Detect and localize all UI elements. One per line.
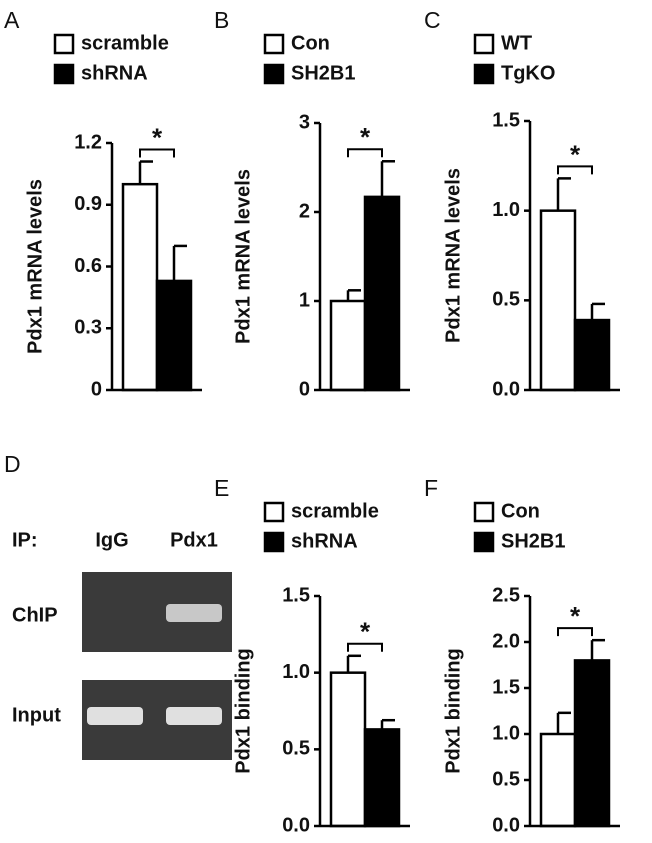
chart-panel: * 0 1 2 3 Pdx1 mRNA levels B Con SH2B1	[214, 7, 410, 400]
lane-label: Pdx1	[170, 529, 218, 551]
legend-swatch	[263, 33, 285, 55]
y-tick-label: 0	[299, 378, 310, 400]
y-tick-label: 1.5	[492, 109, 520, 131]
bar	[329, 299, 367, 392]
legend-label: Con	[501, 500, 540, 522]
row-label: Input	[12, 704, 61, 726]
bar	[573, 659, 611, 828]
y-tick-label: 0.5	[492, 768, 520, 790]
legend-label: Con	[291, 32, 330, 54]
y-axis-label: Pdx1 binding	[442, 648, 464, 774]
y-tick-label: 0.0	[492, 814, 520, 836]
y-tick-label: 1.2	[74, 131, 102, 153]
legend-swatch	[53, 33, 75, 55]
ip-label: IP:	[12, 529, 38, 551]
panel-letter: E	[214, 475, 229, 501]
y-tick-label: 0.3	[74, 317, 102, 339]
bar	[363, 195, 401, 392]
significance-label: *	[360, 122, 371, 152]
y-axis-label: Pdx1 mRNA levels	[24, 179, 46, 354]
bar	[539, 732, 577, 828]
legend-label: shRNA	[81, 62, 148, 84]
gel-panel: D IP: IgG Pdx1 ChIP Input	[4, 451, 232, 760]
y-tick-label: 0.9	[74, 193, 102, 215]
y-tick-label: 0.0	[492, 378, 520, 400]
bar	[539, 209, 577, 392]
y-tick-label: 1.5	[492, 676, 520, 698]
y-tick-label: 1	[299, 289, 310, 311]
y-axis-label: Pdx1 binding	[232, 648, 254, 774]
y-axis-label: Pdx1 mRNA levels	[442, 168, 464, 343]
significance-bracket	[347, 642, 383, 652]
gel-band	[87, 707, 143, 725]
y-tick-label: 3	[299, 111, 310, 133]
significance-label: *	[360, 617, 371, 647]
bar	[155, 279, 193, 392]
bar	[573, 318, 611, 392]
y-tick-label: 1.0	[492, 722, 520, 744]
significance-bracket	[557, 627, 593, 637]
bar	[121, 182, 159, 392]
row-label: ChIP	[12, 604, 58, 626]
legend-label: SH2B1	[501, 530, 565, 552]
legend-label: scramble	[81, 32, 169, 54]
bar	[363, 728, 401, 828]
y-axis-label: Pdx1 mRNA levels	[232, 169, 254, 344]
y-tick-label: 2	[299, 200, 310, 222]
legend-swatch	[263, 63, 285, 85]
panel-letter: D	[4, 451, 21, 477]
gel-band	[166, 604, 222, 622]
chart-panel: * 0.0 0.5 1.0 1.5 2.0 2.5 Pdx1 binding F Con SH2B1	[424, 475, 620, 836]
panel-letter: B	[214, 7, 229, 33]
significance-bracket	[347, 148, 383, 158]
y-tick-label: 0	[91, 378, 102, 400]
legend-label: WT	[501, 32, 532, 54]
legend-swatch	[263, 501, 285, 523]
significance-bracket	[139, 148, 175, 158]
y-tick-label: 2.5	[492, 584, 520, 606]
legend-swatch	[473, 63, 495, 85]
y-tick-label: 1.5	[282, 584, 310, 606]
legend-swatch	[263, 531, 285, 553]
legend-label: shRNA	[291, 530, 358, 552]
panel-letter: A	[4, 7, 20, 33]
significance-label: *	[570, 601, 581, 631]
significance-label: *	[152, 122, 163, 152]
legend-swatch	[473, 531, 495, 553]
y-tick-label: 2.0	[492, 630, 520, 652]
chart-panel: * 0.0 0.5 1.0 1.5 Pdx1 mRNA levels C WT TgKO	[424, 7, 620, 400]
legend-label: TgKO	[501, 62, 555, 84]
legend-swatch	[53, 63, 75, 85]
legend-label: scramble	[291, 500, 379, 522]
lane-label: IgG	[95, 529, 128, 551]
y-tick-label: 1.0	[492, 199, 520, 221]
legend-swatch	[473, 501, 495, 523]
gel-band	[166, 707, 222, 725]
legend-label: SH2B1	[291, 62, 355, 84]
panel-letter: F	[424, 475, 438, 501]
bar	[329, 671, 367, 828]
y-tick-label: 0.0	[282, 814, 310, 836]
panel-letter: C	[424, 7, 441, 33]
y-tick-label: 0.5	[282, 738, 310, 760]
y-tick-label: 1.0	[282, 661, 310, 683]
significance-label: *	[570, 139, 581, 169]
y-tick-label: 0.6	[74, 255, 102, 277]
significance-bracket	[557, 165, 593, 175]
y-tick-label: 0.5	[492, 289, 520, 311]
legend-swatch	[473, 33, 495, 55]
